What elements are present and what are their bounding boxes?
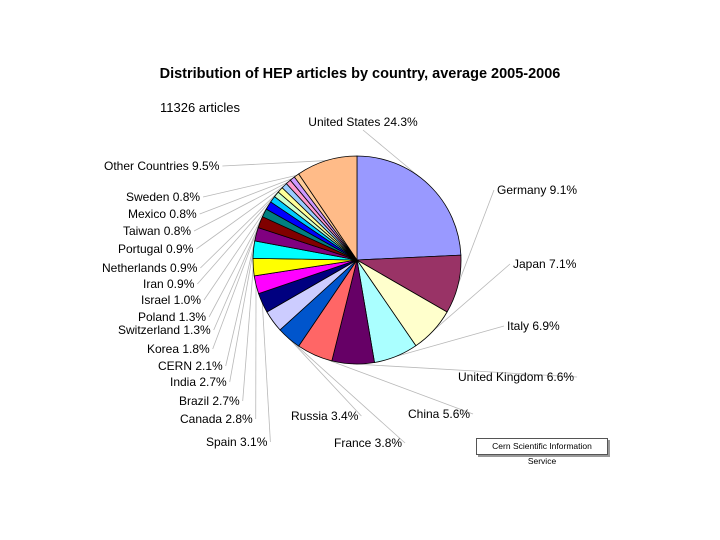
- slice-label-taiwan: Taiwan 0.8%: [123, 224, 191, 238]
- slice-label-canada: Canada 2.8%: [180, 412, 253, 426]
- leader-line: [199, 178, 293, 215]
- leader-line: [229, 249, 254, 383]
- leader-line: [212, 221, 261, 350]
- chart-subtitle: 11326 articles: [160, 100, 240, 115]
- slice-label-brazil: Brazil 2.7%: [179, 394, 240, 408]
- leader-line: [193, 181, 289, 232]
- slice-label-united-kingdom: United Kingdom 6.6%: [458, 370, 574, 384]
- slice-label-cern: CERN 2.1%: [158, 359, 223, 373]
- slice-label-iran: Iran 0.9%: [143, 277, 195, 291]
- leader-line: [353, 363, 578, 378]
- slice-label-united-states: United States 24.3%: [308, 115, 418, 129]
- slice-label-spain: Spain 3.1%: [206, 435, 268, 449]
- slice-label-italy: Italy 6.9%: [507, 319, 560, 333]
- leader-line: [196, 185, 285, 250]
- slice-label-japan: Japan 7.1%: [513, 257, 577, 271]
- slice-label-poland: Poland 1.3%: [138, 310, 206, 324]
- leader-line: [225, 234, 257, 367]
- slice-label-other-countries: Other Countries 9.5%: [104, 159, 220, 173]
- slice-label-russia: Russia 3.4%: [291, 409, 359, 423]
- leader-line: [203, 199, 273, 301]
- leader-line: [197, 194, 277, 285]
- slice-label-sweden: Sweden 0.8%: [126, 190, 200, 204]
- chart-title: Distribution of HEP articles by country,…: [160, 66, 561, 82]
- slice-label-israel: Israel 1.0%: [141, 293, 201, 307]
- leader-line: [208, 205, 269, 318]
- leader-line: [396, 325, 505, 357]
- slice-label-mexico: Mexico 0.8%: [128, 207, 197, 221]
- slice-label-india: India 2.7%: [170, 375, 227, 389]
- leader-line: [200, 189, 281, 269]
- leader-line: [457, 189, 495, 285]
- leader-line: [314, 354, 474, 415]
- pie-slice-other-countries: [298, 155, 358, 262]
- pie-slice-united-states: [356, 155, 462, 261]
- source-credit: Cern Scientific Information Service: [476, 438, 608, 466]
- slice-label-china: China 5.6%: [408, 407, 470, 421]
- slice-label-france: France 3.8%: [334, 436, 402, 450]
- leader-line: [261, 302, 271, 443]
- slice-label-korea: Korea 1.8%: [147, 342, 210, 356]
- leader-line: [213, 212, 265, 331]
- leader-line: [433, 263, 511, 331]
- leader-line: [288, 338, 406, 444]
- slice-label-netherlands: Netherlands 0.9%: [102, 261, 198, 275]
- leader-line: [202, 175, 297, 198]
- slice-label-switzerland: Switzerland 1.3%: [118, 323, 211, 337]
- slice-label-germany: Germany 9.1%: [497, 183, 577, 197]
- slice-label-portugal: Portugal 0.9%: [118, 242, 194, 256]
- leader-line: [242, 267, 254, 402]
- leader-line: [222, 160, 327, 167]
